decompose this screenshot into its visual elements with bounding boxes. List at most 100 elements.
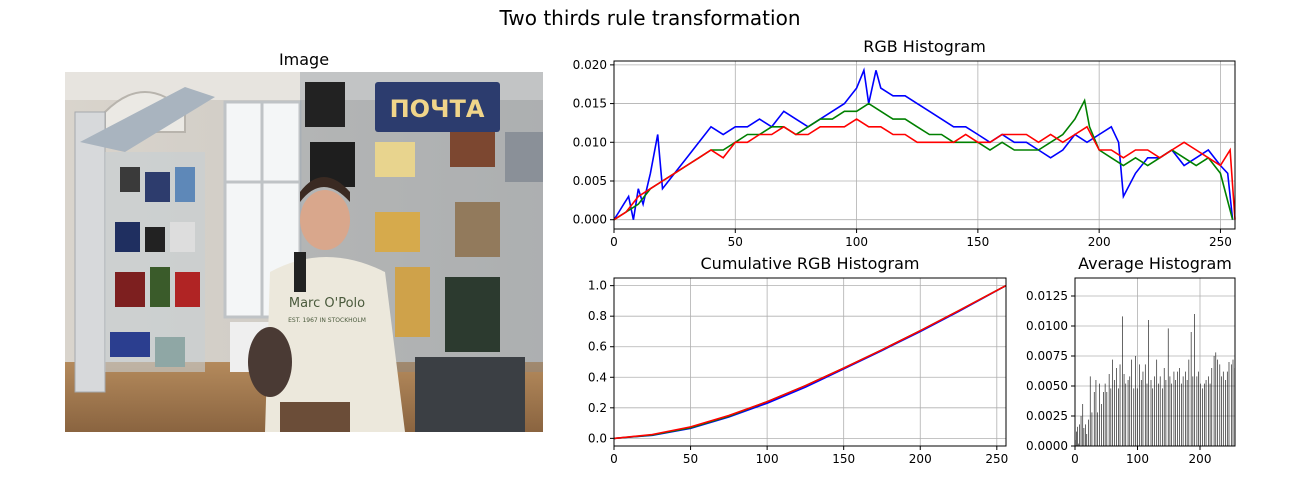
rgb-histogram-ytick-label: 0.015 bbox=[573, 97, 607, 111]
person-sweater bbox=[265, 257, 405, 432]
rgb-histogram-ytick-label: 0.020 bbox=[573, 58, 607, 72]
exhibit-box bbox=[155, 337, 185, 367]
average-histogram-xtick-label: 0 bbox=[1071, 452, 1079, 466]
sweater-subtext: EST. 1967 IN STOCKHOLM bbox=[288, 317, 366, 324]
average-histogram-bar bbox=[1093, 392, 1095, 446]
exhibit-box bbox=[375, 142, 415, 177]
average-histogram-xtick-label: 100 bbox=[1126, 452, 1149, 466]
rgb-histogram-xtick-label: 100 bbox=[845, 235, 868, 249]
cumulative-histogram-xtick-label: 250 bbox=[985, 452, 1008, 466]
cumulative-histogram-ytick-label: 0.6 bbox=[588, 340, 607, 354]
person-face bbox=[300, 190, 350, 250]
average-histogram-bar bbox=[1165, 380, 1167, 446]
rgb-histogram-xtick-label: 150 bbox=[966, 235, 989, 249]
average-histogram-bar bbox=[1208, 376, 1209, 446]
cumulative-histogram-xtick-label: 200 bbox=[909, 452, 932, 466]
average-histogram-bar bbox=[1177, 371, 1178, 446]
average-histogram-bar bbox=[1154, 376, 1155, 446]
average-histogram-bar bbox=[1116, 368, 1117, 446]
average-histogram-ytick-label: 0.0100 bbox=[1026, 319, 1068, 333]
average-histogram-bar bbox=[1225, 380, 1226, 446]
average-histogram-bar bbox=[1169, 376, 1171, 446]
average-histogram-bar bbox=[1159, 376, 1161, 446]
average-histogram-bar bbox=[1221, 376, 1222, 446]
exhibit-box bbox=[120, 167, 140, 192]
average-histogram-ytick-label: 0.0025 bbox=[1026, 409, 1068, 423]
average-histogram-bar bbox=[1135, 356, 1136, 446]
average-histogram-bar bbox=[1080, 416, 1082, 446]
average-histogram-bar bbox=[1232, 359, 1234, 446]
average-histogram-bar bbox=[1175, 380, 1176, 446]
average-histogram-plot: 0 100 200 0.0000 0.0025 0.0050 0.0075 0.0100 0.0… bbox=[1026, 277, 1236, 466]
bag-strap bbox=[294, 252, 306, 292]
average-histogram-bar bbox=[1089, 376, 1091, 446]
pochta-sign-text: ПОЧТА bbox=[390, 95, 485, 123]
average-histogram-bar bbox=[1198, 371, 1199, 446]
average-histogram-bar bbox=[1146, 383, 1148, 446]
average-histogram-ytick-label: 0.0075 bbox=[1026, 349, 1068, 363]
average-histogram-bar bbox=[1133, 388, 1135, 446]
average-histogram-bar bbox=[1192, 376, 1194, 446]
average-histogram-bar bbox=[1209, 383, 1211, 446]
average-histogram-bar bbox=[1142, 371, 1144, 446]
average-histogram-frame bbox=[1074, 277, 1236, 447]
average-histogram-xtick-label: 200 bbox=[1189, 452, 1212, 466]
sweater-logo-text: Marc O'Polo bbox=[289, 296, 365, 311]
average-histogram-bar bbox=[1112, 359, 1113, 446]
average-histogram-bar bbox=[1108, 374, 1110, 446]
display-case-roof bbox=[80, 87, 215, 152]
average-histogram-bar bbox=[1140, 380, 1142, 446]
exhibit-box bbox=[150, 267, 170, 307]
exhibit-box bbox=[450, 132, 495, 167]
exhibit-box bbox=[175, 167, 195, 202]
exhibit-box bbox=[170, 222, 195, 252]
rgb-histogram-xtick-label: 0 bbox=[610, 235, 618, 249]
average-histogram-bar bbox=[1226, 371, 1228, 446]
average-histogram-bar bbox=[1158, 383, 1159, 446]
cumulative-histogram-title: Cumulative RGB Histogram bbox=[700, 254, 920, 273]
exhibit-box bbox=[445, 277, 500, 352]
exhibit-box bbox=[115, 272, 145, 307]
cumulative-histogram-frame bbox=[613, 277, 1007, 447]
average-histogram-bar bbox=[1173, 371, 1175, 446]
exhibit-box bbox=[375, 212, 420, 252]
trunk bbox=[415, 357, 525, 432]
average-histogram-bar bbox=[1127, 380, 1129, 446]
cumulative-histogram-series-line bbox=[613, 284, 1007, 440]
average-histogram-bar bbox=[1122, 316, 1123, 446]
average-histogram-bar bbox=[1185, 371, 1186, 446]
average-histogram-bar bbox=[1106, 392, 1108, 446]
average-histogram-bar bbox=[1144, 364, 1146, 446]
cumulative-histogram-ytick-label: 0.4 bbox=[588, 370, 607, 384]
average-histogram-bar bbox=[1171, 383, 1172, 446]
average-histogram-bar bbox=[1219, 364, 1221, 446]
rgb-histogram-plot: 0 50 100 150 200 250 0.000 0.005 0.010 0.015 0.020 bbox=[573, 58, 1236, 249]
average-histogram-bar bbox=[1186, 380, 1188, 446]
cumulative-histogram-xtick-label: 100 bbox=[756, 452, 779, 466]
average-histogram-ytick-label: 0.0125 bbox=[1026, 289, 1068, 303]
average-histogram-bar bbox=[1190, 332, 1192, 446]
exhibit-box bbox=[175, 272, 200, 307]
average-histogram-bar bbox=[1118, 388, 1119, 446]
average-histogram-bar bbox=[1083, 428, 1085, 446]
exhibit-box bbox=[395, 267, 430, 337]
average-histogram-bar bbox=[1156, 359, 1158, 446]
backpack bbox=[248, 327, 292, 397]
figure-suptitle: Two thirds rule transformation bbox=[499, 6, 801, 30]
cumulative-histogram-ytick-label: 0.2 bbox=[588, 401, 607, 415]
average-histogram-bar bbox=[1079, 424, 1080, 446]
average-histogram-bar bbox=[1129, 376, 1131, 446]
average-histogram-bar bbox=[1104, 383, 1106, 446]
exhibit-box bbox=[115, 222, 140, 252]
average-histogram-bar bbox=[1076, 431, 1077, 446]
person-trousers bbox=[280, 402, 350, 432]
average-histogram-bar bbox=[1139, 364, 1140, 446]
exhibit-box bbox=[305, 82, 345, 127]
exhibit-box bbox=[145, 227, 165, 252]
rgb-histogram-series-line bbox=[613, 118, 1236, 221]
rgb-histogram-xtick-label: 200 bbox=[1088, 235, 1111, 249]
pochta-sign bbox=[375, 82, 500, 132]
cumulative-histogram-series-line bbox=[613, 284, 1007, 440]
rgb-histogram-xtick-label: 50 bbox=[728, 235, 743, 249]
museum-photo: ПОЧТА Marc O'Polo EST. 1967 IN STOCKHOLM bbox=[65, 72, 543, 432]
